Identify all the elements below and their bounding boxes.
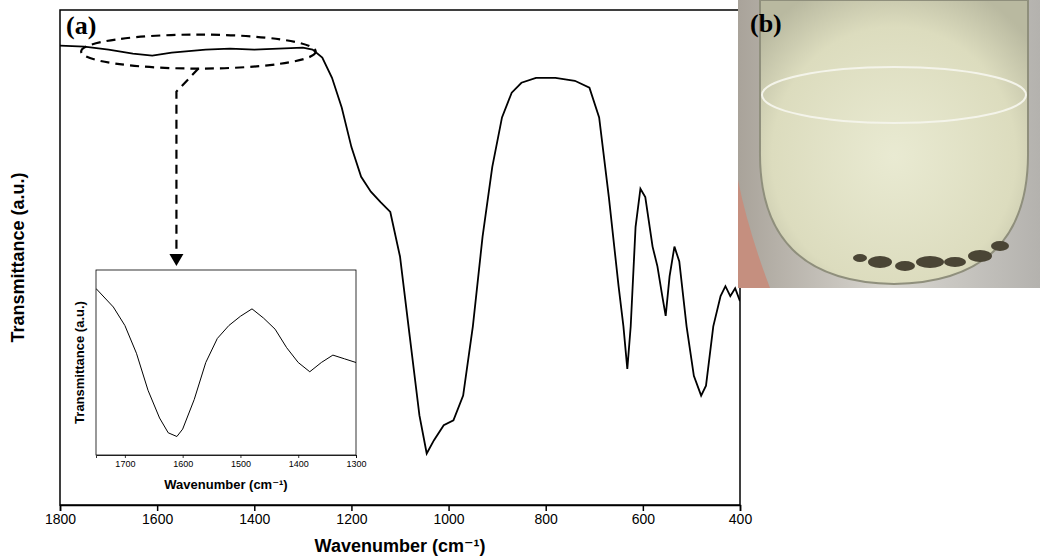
x-tick-label: 1200 (336, 511, 367, 527)
x-tick-mark (125, 455, 126, 458)
photo-panel: (b) (738, 0, 1040, 288)
x-axis: 1700 1600 1500 1400 1300 (97, 455, 367, 469)
x-tick: 1800 (45, 505, 76, 527)
arrow-head (169, 254, 183, 266)
x-axis-title: Wavenumber (cm⁻¹) (164, 477, 287, 492)
x-tick: 1200 (336, 505, 367, 527)
hand (738, 180, 770, 288)
x-axis: 1800 1600 1400 1200 1000 800 600 400 (45, 505, 752, 527)
x-tick: 1700 (115, 455, 135, 469)
x-tick-label: 1500 (231, 459, 251, 469)
x-tick-label: 1400 (239, 511, 270, 527)
x-tick: 400 (729, 505, 753, 527)
x-tick: 1600 (173, 455, 193, 469)
figure: 1800 1600 1400 1200 1000 800 600 400 Wavenumber … (0, 0, 1046, 560)
photo-background (738, 0, 1040, 288)
x-tick-mark (298, 455, 299, 458)
sediment (916, 256, 944, 268)
plot-frame (60, 10, 740, 505)
arrow-shaft (176, 69, 198, 262)
x-tick: 1500 (231, 455, 251, 469)
highlight-ellipse (81, 35, 316, 69)
y-axis-title: Transmittance (a.u.) (72, 301, 87, 424)
x-tick: 1400 (289, 455, 309, 469)
liquid-surface (762, 67, 1026, 123)
sediment (895, 261, 915, 271)
inset-background (68, 268, 360, 499)
spectrum-line (96, 289, 356, 437)
x-tick-label: 1600 (173, 459, 193, 469)
panel-label: (b) (750, 9, 782, 38)
sediment (991, 241, 1009, 251)
x-tick-label: 1800 (45, 511, 76, 527)
inset-chart: 1700 1600 1500 1400 1300 Wavenumber (cm⁻¹) Tra… (68, 268, 367, 499)
plot-frame (96, 270, 356, 455)
main-chart: 1800 1600 1400 1200 1000 800 600 400 Wavenumber … (8, 10, 752, 556)
x-tick-label: 600 (632, 511, 656, 527)
x-tick-mark (183, 455, 184, 458)
sediment (853, 254, 867, 262)
x-tick-label: 400 (729, 511, 753, 527)
sediment (868, 256, 892, 268)
x-tick: 1400 (239, 505, 270, 527)
x-tick: 1600 (142, 505, 173, 527)
x-tick-label: 1000 (433, 511, 464, 527)
x-tick: 1000 (433, 505, 464, 527)
x-axis-title: Wavenumber (cm⁻¹) (315, 536, 486, 556)
line-group (96, 289, 356, 437)
x-tick-mark (356, 455, 357, 458)
x-tick-label: 1400 (289, 459, 309, 469)
x-tick: 600 (632, 505, 656, 527)
sediment (968, 250, 992, 262)
x-tick-label: 1700 (115, 459, 135, 469)
sediment (944, 257, 966, 267)
x-tick-mark (240, 455, 241, 458)
flask (760, 0, 1028, 284)
x-tick: 1300 (346, 455, 366, 469)
x-tick-label: 1600 (142, 511, 173, 527)
x-tick: 800 (535, 505, 559, 527)
x-axis-line (97, 456, 357, 459)
panel-label: (a) (66, 11, 96, 40)
y-axis-title: Transmittance (a.u.) (8, 172, 28, 342)
x-tick-label: 800 (535, 511, 559, 527)
x-tick-label: 1300 (346, 459, 366, 469)
